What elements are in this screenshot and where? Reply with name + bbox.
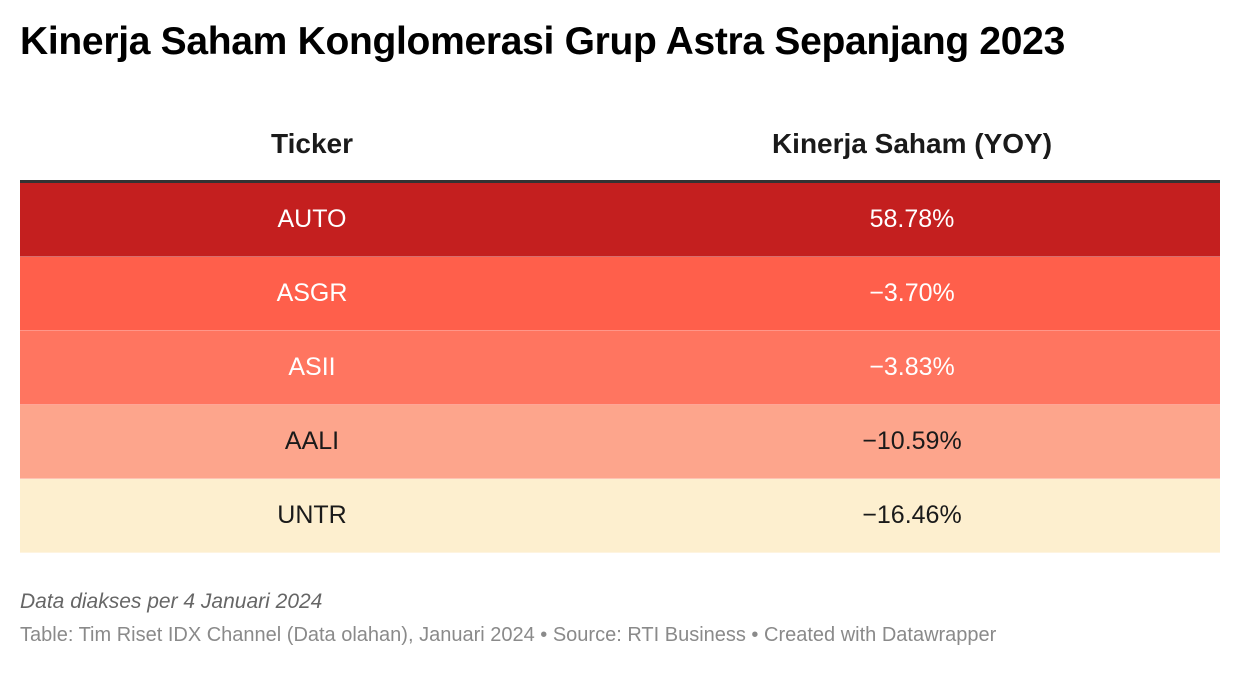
ticker-cell: ASGR [276,279,348,307]
ticker-cell: UNTR [277,501,347,529]
performance-cell: −3.70% [869,279,955,307]
table-row-aali: AALI −10.59% [20,405,1220,479]
performance-cell: −3.83% [869,353,955,381]
performance-cell: −10.59% [862,427,962,455]
table-row-asgr: ASGR −3.70% [20,257,1220,331]
performance-table: Ticker Kinerja Saham (YOY) AUTO 58.78% ASG… [20,108,1220,553]
ticker-cell: AALI [284,427,340,455]
source-credit: Table: Tim Riset IDX Channel (Data olaha… [20,624,997,646]
chart-title: Kinerja Saham Konglomerasi Grup Astra Se… [20,20,1065,63]
column-header-ticker[interactable]: Ticker [271,128,353,159]
footnotes: Data diakses per 4 Januari 2024 Table: T… [20,590,1220,647]
table-row-auto: AUTO 58.78% [20,183,1220,257]
performance-cell: −16.46% [862,501,962,529]
table-row-asii: ASII −3.83% [20,331,1220,405]
ticker-cell: AUTO [277,205,347,233]
table-row-untr: UNTR −16.46% [20,479,1220,553]
performance-cell: 58.78% [869,205,955,233]
table-body: AUTO 58.78% ASGR −3.70% ASII −3.83% AALI −10.59… [20,183,1220,553]
access-date-note: Data diakses per 4 Januari 2024 [20,590,323,613]
ticker-cell: ASII [288,353,336,381]
table-header: Ticker Kinerja Saham (YOY) [20,108,1220,183]
column-header-performance[interactable]: Kinerja Saham (YOY) [771,128,1053,159]
